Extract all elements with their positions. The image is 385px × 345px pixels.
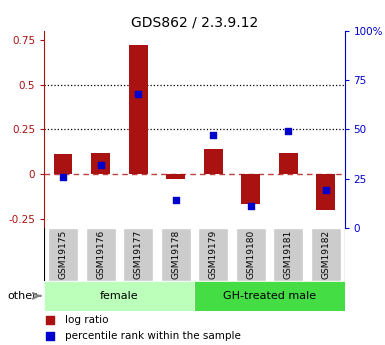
Bar: [129, 45, 147, 174]
FancyBboxPatch shape: [194, 281, 345, 310]
Point: [248, 203, 254, 209]
Point: [323, 188, 329, 193]
Point: [210, 132, 216, 138]
Text: GSM19177: GSM19177: [134, 230, 142, 279]
Point: [135, 91, 141, 97]
FancyBboxPatch shape: [123, 228, 153, 281]
FancyBboxPatch shape: [311, 228, 341, 281]
Text: log ratio: log ratio: [65, 315, 109, 325]
Point: [172, 197, 179, 203]
Text: GSM19181: GSM19181: [284, 230, 293, 279]
Text: other: other: [7, 291, 37, 301]
Bar: [241, 174, 260, 205]
Point: [47, 317, 54, 323]
Point: [47, 334, 54, 339]
Text: GSM19179: GSM19179: [209, 230, 218, 279]
Text: GH-treated male: GH-treated male: [223, 291, 316, 301]
FancyBboxPatch shape: [236, 228, 266, 281]
FancyBboxPatch shape: [198, 228, 228, 281]
FancyBboxPatch shape: [85, 228, 116, 281]
FancyBboxPatch shape: [161, 228, 191, 281]
Text: GSM19180: GSM19180: [246, 230, 255, 279]
Text: GSM19176: GSM19176: [96, 230, 105, 279]
Bar: [204, 149, 223, 174]
Bar: [54, 155, 72, 174]
Title: GDS862 / 2.3.9.12: GDS862 / 2.3.9.12: [131, 16, 258, 30]
Bar: [166, 174, 185, 179]
Point: [60, 174, 66, 179]
FancyBboxPatch shape: [44, 281, 194, 310]
Point: [97, 162, 104, 168]
FancyBboxPatch shape: [48, 228, 78, 281]
Text: GSM19178: GSM19178: [171, 230, 180, 279]
FancyBboxPatch shape: [273, 228, 303, 281]
Text: percentile rank within the sample: percentile rank within the sample: [65, 332, 241, 341]
Text: GSM19182: GSM19182: [321, 230, 330, 279]
Text: GSM19175: GSM19175: [59, 230, 67, 279]
Text: female: female: [100, 291, 139, 301]
Bar: [279, 152, 298, 174]
Bar: [316, 174, 335, 210]
Point: [285, 129, 291, 134]
Bar: [91, 152, 110, 174]
